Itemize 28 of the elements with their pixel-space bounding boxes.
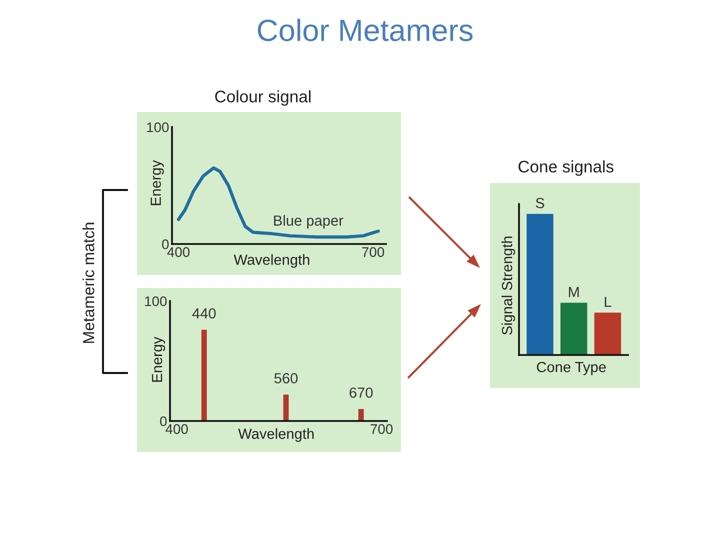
x-tick-label: 400 [167, 247, 190, 257]
text: Metameric match [82, 222, 94, 343]
y-axis-title: Signal Strength [502, 236, 516, 335]
y-tick-label: 100 [145, 296, 167, 306]
x-axis-title: Cone Type [536, 362, 606, 376]
x-tick-label: 700 [362, 247, 384, 257]
text: Color Metamers [258, 18, 473, 42]
annotation: 670 [350, 387, 373, 398]
x-tick-label: 400 [166, 424, 188, 434]
annotation: 560 [274, 373, 298, 384]
y-tick-label: 100 [147, 122, 169, 132]
line-series [176, 166, 380, 239]
y-axis-title: Energy [152, 336, 166, 382]
x-axis-title: Wavelength [234, 254, 310, 268]
y-tick-label: 0 [162, 239, 169, 250]
x-tick-label: M [568, 286, 579, 297]
x-tick-label: 700 [370, 424, 393, 434]
annotation: 440 [192, 308, 216, 319]
x-tick-label: L [604, 296, 612, 307]
bar [201, 330, 207, 421]
x-tick-label: S [536, 198, 544, 208]
chart-title: Cone signals [518, 160, 614, 176]
annotation: Blue paper [274, 215, 344, 229]
bar [358, 409, 364, 421]
y-axis-title: Energy [150, 160, 164, 206]
x-axis-title: Wavelength [238, 428, 314, 442]
y-tick-label: 0 [160, 416, 167, 426]
chart-title: Colour signal [215, 90, 310, 106]
